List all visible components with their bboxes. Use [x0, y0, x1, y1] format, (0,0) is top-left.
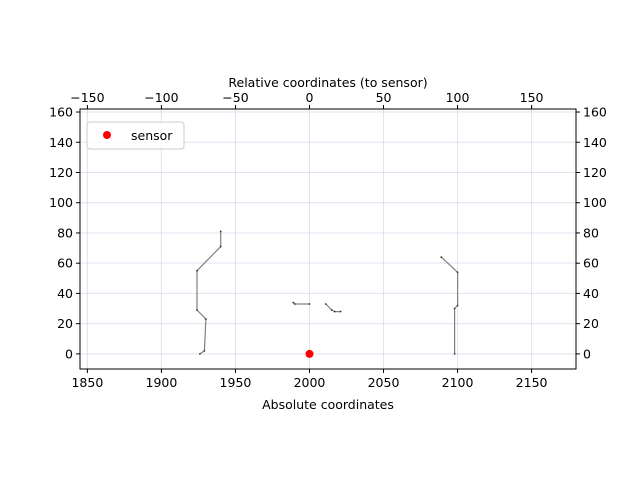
segment-point-right-wall-3: [456, 271, 459, 274]
y-tick-label-right-0: 0: [583, 346, 591, 361]
y-tick-label-left-20: 20: [57, 316, 73, 331]
y-tick-label-right-100: 100: [583, 195, 607, 210]
x-tick-label-2100: 2100: [442, 375, 474, 390]
y-tick-label-left-60: 60: [57, 256, 73, 271]
y-axes: 0 0 20 20 40 40 60 60 80 80 100 100 120 120 140 140 160 1…: [49, 105, 607, 362]
segment-point-center-ledge-right-2: [333, 310, 336, 313]
y-tick-label-left-160: 160: [49, 105, 73, 120]
top-x-tick-label-2: −50: [222, 90, 248, 105]
segment-point-center-ledge-right-1: [330, 309, 333, 311]
segment-point-left-wall-6: [219, 230, 222, 233]
segment-point-right-wall-4: [440, 256, 443, 259]
x-tick-label-1850: 1850: [71, 375, 103, 390]
y-tick-label-right-60: 60: [583, 256, 599, 271]
y-tick-label-left-0: 0: [65, 346, 73, 361]
top-x-tick-label-1: −100: [144, 90, 178, 105]
segment-point-left-wall-3: [196, 309, 198, 311]
x-tick-label-1950: 1950: [220, 375, 252, 390]
legend-sensor-label: sensor: [131, 128, 173, 143]
y-tick-label-right-20: 20: [583, 316, 599, 331]
y-tick-label-right-140: 140: [583, 135, 607, 150]
segment-point-left-wall-5: [219, 245, 222, 248]
x-tick-label-2000: 2000: [294, 375, 326, 390]
top-x-axis: −150 −100 −50 0 50 100 150: [70, 90, 544, 109]
y-tick-label-left-100: 100: [49, 195, 73, 210]
segment-point-right-wall-0: [453, 352, 456, 355]
y-tick-label-right-80: 80: [583, 225, 599, 240]
y-tick-label-right-120: 120: [583, 165, 607, 180]
x-tick-label-2050: 2050: [368, 375, 400, 390]
y-tick-label-right-40: 40: [583, 286, 599, 301]
sensor-point: [305, 349, 314, 358]
x-tick-label-2150: 2150: [516, 375, 548, 390]
legend: sensor: [86, 121, 185, 150]
segment-point-center-ledge-left-1: [293, 303, 296, 305]
top-x-tick-label-5: 100: [446, 90, 470, 105]
series-layer: [196, 230, 459, 358]
segment-point-center-ledge-right-3: [339, 310, 342, 313]
y-tick-label-left-80: 80: [57, 225, 73, 240]
segment-center-ledge-right: [325, 303, 341, 313]
y-tick-label-left-40: 40: [57, 286, 73, 301]
plot-frame: [79, 108, 577, 370]
x-axis-label: Absolute coordinates: [262, 397, 394, 412]
segment-point-right-wall-1: [453, 307, 456, 310]
segment-point-left-wall-0: [199, 352, 201, 355]
bottom-x-axis: 1850 1900 1950 2000 2050 2100 2150: [71, 369, 548, 390]
y-tick-label-right-160: 160: [583, 105, 607, 120]
top-x-tick-label-6: 150: [520, 90, 544, 105]
segment-point-left-wall-1: [203, 349, 206, 352]
x-tick-label-1900: 1900: [146, 375, 178, 390]
grid: [80, 109, 576, 369]
segment-point-left-wall-2: [204, 318, 207, 321]
segment-point-right-wall-2: [456, 304, 459, 307]
legend-box: [86, 121, 185, 150]
segment-point-center-ledge-right-0: [324, 303, 327, 305]
y-tick-label-left-140: 140: [49, 135, 73, 150]
top-x-tick-label-4: 50: [376, 90, 392, 105]
segment-point-center-ledge-left-2: [308, 303, 311, 305]
top-x-tick-label-0: −150: [70, 90, 104, 105]
top-x-tick-label-3: 0: [306, 90, 314, 105]
y-tick-label-left-120: 120: [49, 165, 73, 180]
segment-point-center-ledge-left-0: [292, 301, 295, 304]
legend-sensor-marker: [103, 131, 111, 139]
plot-area: [80, 109, 576, 369]
segment-point-left-wall-4: [196, 269, 198, 272]
secondary-x-axis-label: Relative coordinates (to sensor): [228, 75, 427, 90]
